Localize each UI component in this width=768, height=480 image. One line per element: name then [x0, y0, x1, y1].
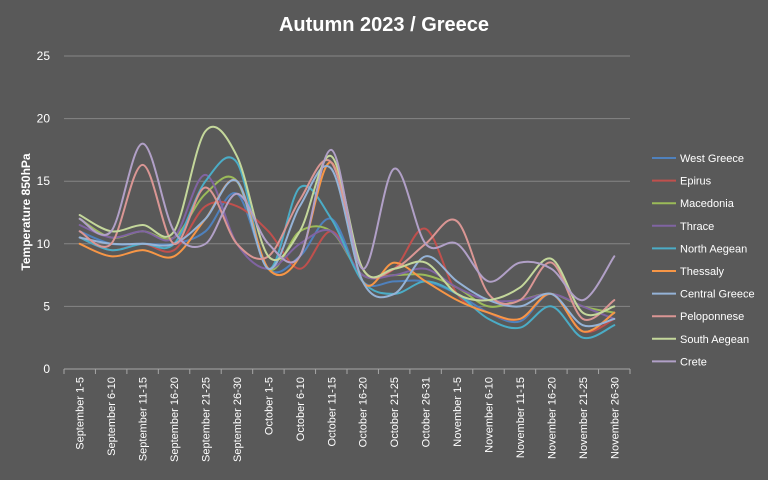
series-lines [78, 125, 616, 340]
legend-label: Macedonia [680, 198, 735, 210]
x-tick-label: November 16-20 [546, 377, 558, 459]
y-tick-label: 25 [37, 49, 51, 63]
legend-label: Thessaly [680, 266, 725, 278]
y-tick-label: 10 [37, 237, 51, 251]
legend-label: Crete [680, 356, 707, 368]
x-tick-label: November 11-15 [515, 377, 527, 458]
y-tick-label: 0 [43, 362, 50, 376]
legend-label: Central Greece [680, 289, 755, 301]
x-tick-label: October 21-25 [389, 377, 401, 447]
x-tick-label: November 6-10 [484, 377, 496, 453]
y-tick-label: 20 [37, 112, 51, 126]
series-line-crete [78, 142, 616, 302]
legend-label: West Greece [680, 153, 744, 165]
x-tick-label: October 6-10 [295, 377, 307, 441]
x-tick-label: September 21-25 [201, 377, 213, 462]
legend: West Greece Epirus Macedonia Thrace North Ae… [652, 153, 755, 368]
x-tick-label: September 1-5 [75, 377, 87, 450]
x-tick-label: October 11-15 [326, 377, 338, 447]
x-tick-label: November 21-25 [578, 377, 590, 459]
x-tick-label: November 1-5 [452, 377, 464, 447]
x-tick-label: September 16-20 [169, 377, 181, 462]
x-tick-label: September 6-10 [106, 377, 118, 456]
legend-label: North Aegean [680, 243, 747, 255]
axes: 0 5 10 15 20 25 September 1-5 September 6-10 Sep… [37, 49, 631, 462]
legend-label: South Aegean [680, 334, 749, 346]
series-line-peloponnese [78, 159, 616, 322]
legend-label: Epirus [680, 176, 712, 188]
legend-label: Peloponnese [680, 311, 744, 323]
chart-title: Autumn 2023 / Greece [279, 14, 489, 36]
x-tick-label: September 11-15 [138, 377, 150, 461]
x-tick-label: October 26-31 [421, 377, 433, 447]
y-tick-label: 15 [37, 174, 51, 188]
x-tick-label: November 26-30 [609, 377, 621, 459]
x-tick-label: October 1-5 [263, 377, 275, 435]
x-tick-label: September 26-30 [232, 377, 244, 462]
legend-label: Thrace [680, 221, 714, 233]
y-tick-label: 5 [43, 299, 50, 313]
x-tick-label: October 16-20 [358, 377, 370, 447]
y-axis-label: Temperature 850hPa [19, 153, 33, 270]
